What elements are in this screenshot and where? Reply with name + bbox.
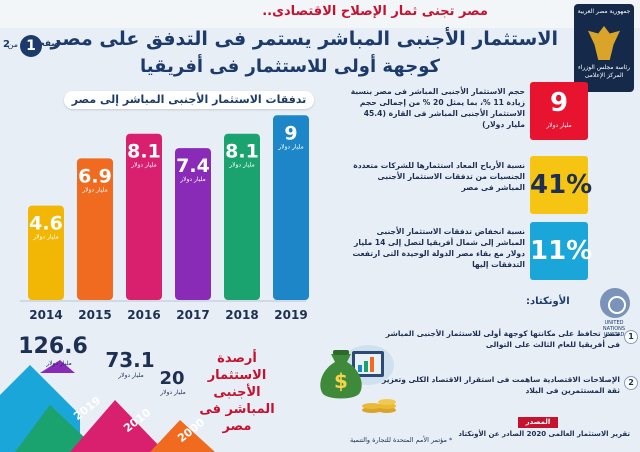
reserve-value-2019: 126.6 [18, 334, 88, 359]
bar-value-label: 8.1 [127, 141, 161, 163]
page-word: صفحة [32, 39, 60, 49]
x-tick-label: 2014 [29, 308, 62, 322]
unctad-heading: الأونكتاد: [526, 296, 570, 307]
stat-box: 9 مليار دولار [530, 82, 588, 140]
x-tick-label: 2016 [127, 308, 160, 322]
stat-card-fdi-volume: حجم الاستثمار الأجنبى المباشر فى مصر بنس… [330, 82, 630, 140]
bar-value-label: 8.1 [225, 141, 259, 163]
stat-card-reinvested-earnings: نسبة الأرباح المعاد استثمارها للشركات مت… [330, 156, 630, 214]
chart-title: تدفقات الاستثمار الأجنبى المباشر إلى مصر [64, 91, 314, 109]
stat-value: 9 [549, 88, 569, 118]
bar-2014 [28, 205, 64, 300]
bar-2016 [126, 133, 162, 300]
stat-card-north-africa-decline: نسبة انخفاض تدفقات الاستثمار الأجنبى الم… [330, 222, 630, 280]
bar-2017 [175, 148, 211, 300]
main-title-line-2: كوجهة أولى للاستثمار فى أفريقيا [140, 56, 440, 77]
point-text: مصر تحافظ على مكانتها كوجهة أولى للاستثم… [385, 329, 620, 349]
stat-box: 41% [530, 156, 593, 214]
page-total: 2 [3, 39, 10, 50]
reserve-unit: مليار دولار [160, 389, 186, 396]
svg-text:$: $ [334, 369, 348, 393]
bar-2018 [224, 133, 260, 300]
x-tick-label: 2019 [274, 308, 307, 322]
reserves-title: أرصدة الاستثمار الأجنبى المباشر فى مصر [199, 351, 275, 434]
cabinet-seal: جمهورية مصر العربية رئاسة مجلس الوزراء ا… [574, 4, 634, 92]
bar-unit-label: مليار دولار [228, 162, 255, 169]
stat-text: نسبة الأرباح المعاد استثمارها للشركات مت… [353, 161, 525, 192]
source-label: المصدر [518, 417, 558, 428]
reserves-arrows-graphic [0, 360, 215, 452]
bar-value-label: 6.9 [78, 165, 112, 187]
main-title-line-1: الاستثمار الأجنبى المباشر يستمر فى التدف… [50, 28, 559, 50]
seal-bottom-text: رئاسة مجلس الوزراء المركز الإعلامى [577, 64, 631, 79]
page-current: 1 [20, 35, 42, 57]
bar-unit-label: مليار دولار [81, 186, 108, 193]
bar-2015 [77, 158, 113, 300]
reserve-value-2000: 20 [159, 368, 185, 389]
point-number: 1 [624, 330, 638, 344]
eagle-icon [588, 26, 620, 60]
reserve-value-2010: 73.1 [105, 348, 155, 372]
source-text: تقرير الاستثمار العالمى 2020 الصادر عن ا… [458, 430, 630, 438]
bar-unit-label: مليار دولار [179, 176, 206, 183]
un-emblem-icon [600, 288, 630, 318]
kicker-headline: مصر تجنى ثمار الإصلاح الاقتصادى.. [262, 4, 488, 19]
stat-text: حجم الاستثمار الأجنبى المباشر فى مصر بنس… [350, 87, 525, 129]
reserve-unit: مليار دولار [46, 360, 72, 367]
coins-icon [362, 399, 396, 413]
unctad-point-1: 1 مصر تحافظ على مكانتها كوجهة أولى للاست… [374, 328, 638, 350]
reserve-unit: مليار دولار [118, 372, 144, 379]
bar-unit-label: مليار دولار [277, 143, 304, 150]
x-tick-label: 2015 [78, 308, 111, 322]
bar-value-label: 4.6 [29, 213, 63, 235]
stat-unit: مليار دولار [546, 122, 572, 129]
stat-value: 11% [530, 236, 593, 266]
top-bar [0, 0, 640, 28]
stat-box: 11% [530, 222, 593, 280]
stat-value: 41% [530, 170, 593, 200]
money-bag-icon: $ [320, 350, 362, 399]
x-tick-label: 2017 [176, 308, 209, 322]
bar-2019 [273, 115, 309, 300]
seal-top-text: جمهورية مصر العربية [577, 8, 631, 15]
bar-value-label: 9 [284, 122, 297, 144]
point-text: الإصلاحات الاقتصادية ساهمت فى استقرار ال… [382, 375, 620, 395]
page-of: من [7, 40, 18, 49]
unctad-logo-text: UNITED NATIONS UNCTAD [602, 320, 626, 338]
footnote: * مؤتمر الأمم المتحدة للتجارة والتنمية [350, 436, 453, 444]
stat-text: نسبة انخفاض تدفقات الاستثمار الأجنبى الم… [352, 227, 525, 269]
x-tick-label: 2018 [225, 308, 258, 322]
unctad-point-2: 2 الإصلاحات الاقتصادية ساهمت فى استقرار … [374, 374, 638, 396]
bar-value-label: 7.4 [176, 155, 210, 177]
bar-unit-label: مليار دولار [130, 162, 157, 169]
point-number: 2 [624, 376, 638, 390]
page-indicator: صفحة 1 من 2 [3, 35, 60, 59]
bar-unit-label: مليار دولار [32, 234, 59, 241]
